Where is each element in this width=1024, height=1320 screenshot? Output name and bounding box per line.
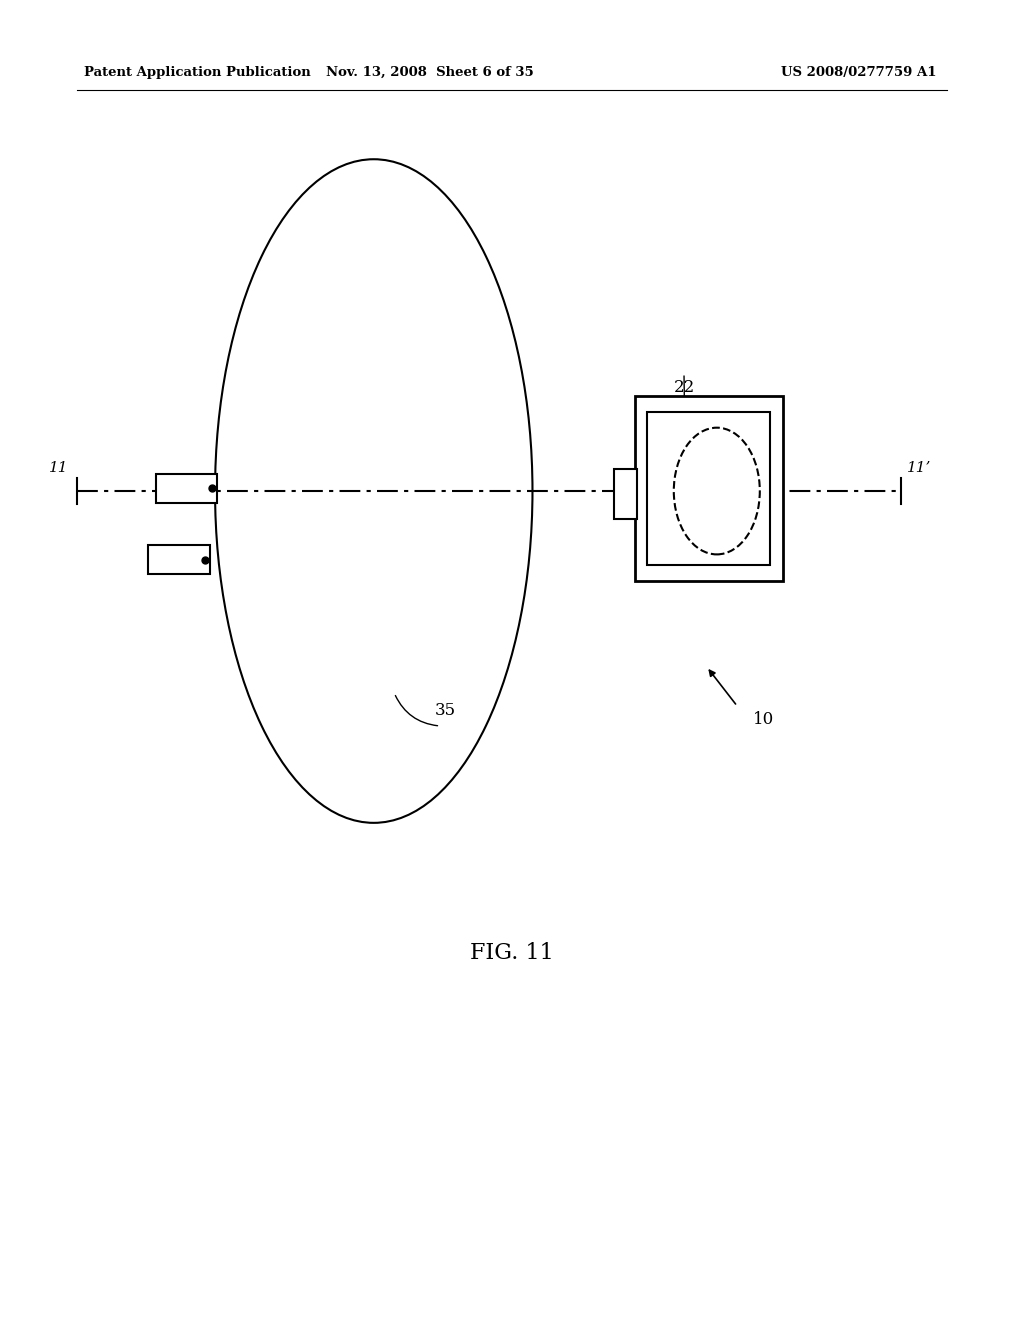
Bar [148,545,210,574]
Bar [647,412,770,565]
Text: 10: 10 [753,711,774,727]
Text: 11’: 11’ [907,461,932,475]
Text: 11: 11 [48,461,69,475]
Bar [614,469,637,519]
Bar [635,396,783,581]
Text: US 2008/0277759 A1: US 2008/0277759 A1 [781,66,937,79]
Text: 35: 35 [435,702,456,719]
Text: FIG. 11: FIG. 11 [470,942,554,964]
Text: Nov. 13, 2008  Sheet 6 of 35: Nov. 13, 2008 Sheet 6 of 35 [327,66,534,79]
Bar [156,474,217,503]
Text: Patent Application Publication: Patent Application Publication [84,66,310,79]
Text: 22: 22 [674,379,694,396]
